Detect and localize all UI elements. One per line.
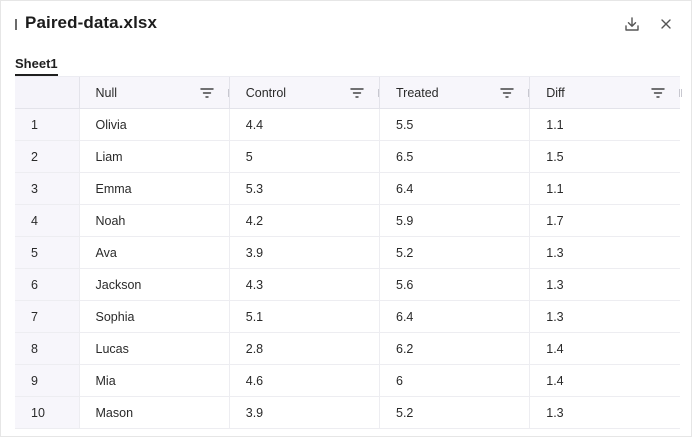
download-icon bbox=[625, 17, 639, 31]
filter-icon[interactable] bbox=[200, 87, 214, 99]
row-index-header bbox=[15, 76, 79, 109]
table-row[interactable]: 8 Lucas 2.8 6.2 1.4 bbox=[15, 332, 680, 365]
cell-control[interactable]: 3.9 bbox=[228, 236, 380, 269]
cell-control[interactable]: 5.1 bbox=[228, 300, 380, 333]
column-header-null[interactable]: Null bbox=[78, 76, 231, 109]
table-row[interactable]: 10 Mason 3.9 5.2 1.3 bbox=[15, 396, 680, 429]
table-row[interactable]: 3 Emma 5.3 6.4 1.1 bbox=[15, 172, 680, 205]
row-index: 6 bbox=[15, 268, 79, 301]
cell-diff[interactable]: 1.7 bbox=[529, 204, 680, 237]
table-row[interactable]: 7 Sophia 5.1 6.4 1.3 bbox=[15, 300, 680, 333]
cell-control[interactable]: 4.3 bbox=[228, 268, 380, 301]
cell-null[interactable]: Olivia bbox=[78, 108, 230, 141]
header-row: Null Control Treated bbox=[15, 76, 682, 109]
cell-control[interactable]: 5 bbox=[228, 140, 380, 173]
table-row[interactable]: 4 Noah 4.2 5.9 1.7 bbox=[15, 204, 680, 237]
file-title: Paired-data.xlsx bbox=[25, 13, 157, 32]
cell-control[interactable]: 4.2 bbox=[228, 204, 380, 237]
data-table: Null Control Treated bbox=[15, 76, 682, 429]
title-marker bbox=[15, 19, 17, 30]
column-header-treated[interactable]: Treated bbox=[378, 76, 532, 109]
table-row[interactable]: 9 Mia 4.6 6 1.4 bbox=[15, 364, 680, 397]
cell-treated[interactable]: 6 bbox=[378, 364, 530, 397]
cell-null[interactable]: Mason bbox=[78, 396, 230, 429]
cell-diff[interactable]: 1.3 bbox=[529, 236, 680, 269]
cell-diff[interactable]: 1.5 bbox=[529, 140, 680, 173]
cell-treated[interactable]: 6.4 bbox=[378, 300, 530, 333]
table-row[interactable]: 2 Liam 5 6.5 1.5 bbox=[15, 140, 680, 173]
cell-treated[interactable]: 5.2 bbox=[378, 236, 530, 269]
cell-null[interactable]: Sophia bbox=[78, 300, 230, 333]
cell-control[interactable]: 4.4 bbox=[228, 108, 380, 141]
cell-diff[interactable]: 1.4 bbox=[529, 364, 680, 397]
cell-diff[interactable]: 1.3 bbox=[529, 268, 680, 301]
sheet-tab-sheet1[interactable]: Sheet1 bbox=[15, 56, 58, 76]
table-row[interactable]: 6 Jackson 4.3 5.6 1.3 bbox=[15, 268, 680, 301]
cell-diff[interactable]: 1.3 bbox=[529, 396, 680, 429]
cell-treated[interactable]: 6.4 bbox=[378, 172, 530, 205]
cell-null[interactable]: Ava bbox=[78, 236, 230, 269]
row-index: 4 bbox=[15, 204, 79, 237]
column-header-diff[interactable]: Diff bbox=[529, 76, 682, 109]
filter-icon[interactable] bbox=[500, 87, 514, 99]
close-icon bbox=[661, 19, 671, 29]
table-row[interactable]: 5 Ava 3.9 5.2 1.3 bbox=[15, 236, 680, 269]
filter-icon[interactable] bbox=[651, 87, 665, 99]
cell-diff[interactable]: 1.1 bbox=[529, 172, 680, 205]
cell-treated[interactable]: 5.5 bbox=[378, 108, 530, 141]
cell-diff[interactable]: 1.3 bbox=[529, 300, 680, 333]
row-index: 10 bbox=[15, 396, 79, 429]
cell-treated[interactable]: 5.2 bbox=[378, 396, 530, 429]
row-index: 7 bbox=[15, 300, 79, 333]
cell-control[interactable]: 5.3 bbox=[228, 172, 380, 205]
row-index: 5 bbox=[15, 236, 79, 269]
cell-control[interactable]: 4.6 bbox=[228, 364, 380, 397]
cell-control[interactable]: 3.9 bbox=[228, 396, 380, 429]
cell-diff[interactable]: 1.4 bbox=[529, 332, 680, 365]
filter-icon[interactable] bbox=[350, 87, 364, 99]
cell-null[interactable]: Noah bbox=[78, 204, 230, 237]
cell-null[interactable]: Lucas bbox=[78, 332, 230, 365]
column-resize-handle[interactable] bbox=[679, 89, 682, 97]
cell-null[interactable]: Liam bbox=[78, 140, 230, 173]
row-index: 9 bbox=[15, 364, 79, 397]
row-index: 1 bbox=[15, 108, 79, 141]
cell-treated[interactable]: 5.9 bbox=[378, 204, 530, 237]
close-button[interactable] bbox=[655, 13, 677, 35]
row-index: 2 bbox=[15, 140, 79, 173]
column-header-label: Control bbox=[245, 85, 287, 100]
cell-null[interactable]: Jackson bbox=[78, 268, 230, 301]
cell-diff[interactable]: 1.1 bbox=[529, 108, 680, 141]
column-header-control[interactable]: Control bbox=[228, 76, 381, 109]
cell-treated[interactable]: 6.5 bbox=[378, 140, 530, 173]
column-header-label: Diff bbox=[546, 85, 565, 100]
row-index: 8 bbox=[15, 332, 79, 365]
download-button[interactable] bbox=[621, 13, 643, 35]
table-row[interactable]: 1 Olivia 4.4 5.5 1.1 bbox=[15, 108, 680, 141]
column-header-label: Null bbox=[95, 85, 118, 100]
title-bar: Paired-data.xlsx bbox=[1, 1, 692, 47]
cell-treated[interactable]: 5.6 bbox=[378, 268, 530, 301]
cell-null[interactable]: Emma bbox=[78, 172, 230, 205]
row-index: 3 bbox=[15, 172, 79, 205]
cell-control[interactable]: 2.8 bbox=[228, 332, 380, 365]
column-header-label: Treated bbox=[396, 85, 439, 100]
cell-null[interactable]: Mia bbox=[78, 364, 230, 397]
cell-treated[interactable]: 6.2 bbox=[378, 332, 530, 365]
